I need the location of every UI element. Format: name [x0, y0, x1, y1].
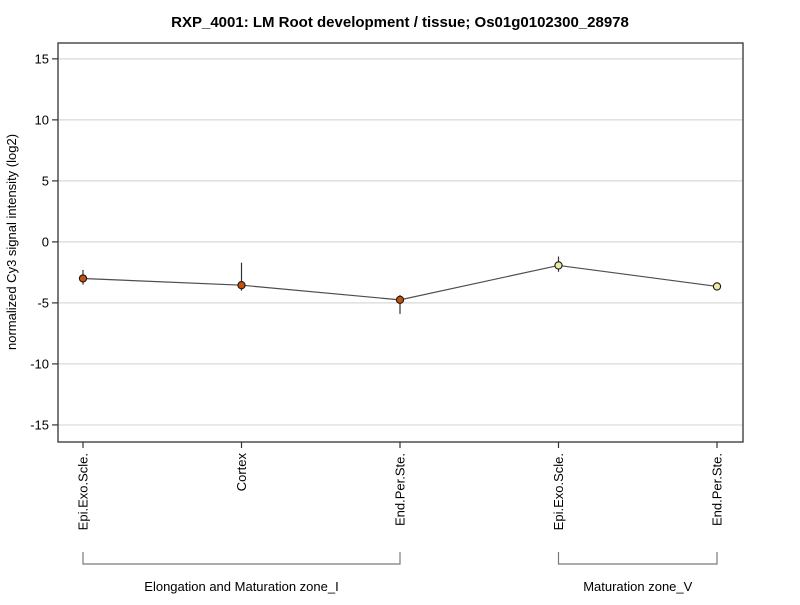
group-bracket	[82, 552, 401, 565]
data-point-marker	[237, 281, 246, 290]
group-label: Elongation and Maturation zone_I	[144, 579, 338, 594]
series-line	[82, 264, 718, 301]
y-tick-label: -5	[37, 295, 49, 310]
y-tick-label: -10	[30, 356, 49, 371]
group-label: Maturation zone_V	[583, 579, 692, 594]
y-tick-label: 10	[35, 112, 49, 127]
y-tick-label: 0	[42, 234, 49, 249]
y-tick-label: 15	[35, 51, 49, 66]
chart-title: RXP_4001: LM Root development / tissue; …	[171, 14, 629, 31]
data-point-marker	[395, 295, 405, 304]
x-category-label: Epi.Exo.Scle.	[76, 453, 91, 530]
group-bracket	[557, 552, 718, 565]
data-point-marker	[554, 261, 563, 270]
y-axis-label: normalized Cy3 signal intensity (log2)	[4, 134, 19, 350]
y-tick-label: -15	[30, 417, 49, 432]
y-tick-label: 5	[42, 173, 49, 188]
x-category-label: End.Per.Ste.	[710, 453, 725, 526]
x-category-label: Epi.Exo.Scle.	[551, 453, 566, 530]
plot-frame	[57, 42, 744, 443]
x-category-label: Cortex	[234, 453, 249, 492]
plot-area: 15 10 5 0 -5 -10 -15 Epi.Exo.Scle. Cortex End.Per…	[30, 42, 744, 594]
x-category-label: End.Per.Ste.	[393, 453, 408, 526]
data-point-marker	[712, 282, 722, 291]
data-point-marker	[78, 274, 88, 283]
